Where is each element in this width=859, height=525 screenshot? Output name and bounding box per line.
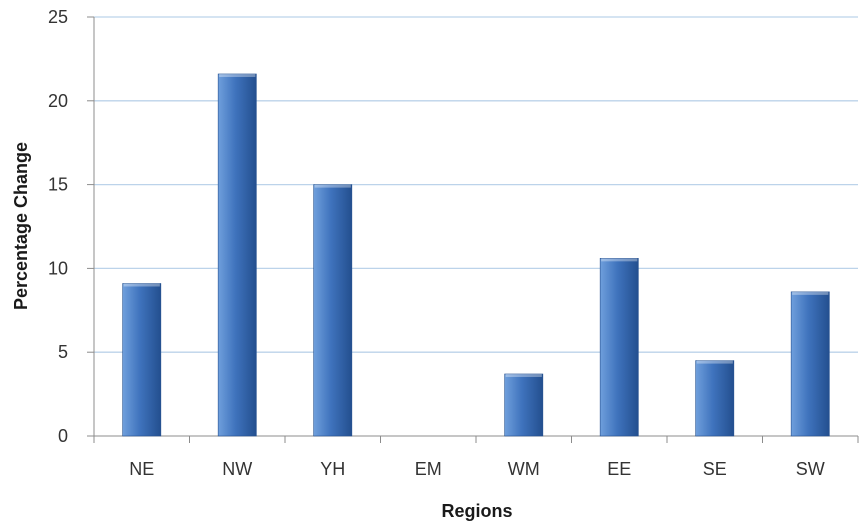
bar-wm bbox=[504, 373, 544, 437]
bar-ee bbox=[599, 258, 639, 437]
bar-highlight bbox=[505, 373, 542, 377]
x-tick-label: SE bbox=[703, 459, 727, 479]
x-tick-labels: NE NW YH EM WM EE SE SW bbox=[129, 459, 825, 479]
y-tick-label: 0 bbox=[58, 426, 68, 446]
y-tick-label: 5 bbox=[58, 342, 68, 362]
bars bbox=[122, 73, 830, 437]
bar-highlight bbox=[792, 291, 829, 295]
x-axis-title: Regions bbox=[441, 501, 512, 521]
x-tick-label: SW bbox=[796, 459, 825, 479]
bar-yh bbox=[313, 184, 353, 437]
y-tick-labels: 0 5 10 15 20 25 bbox=[48, 7, 68, 446]
x-tick-label: EE bbox=[607, 459, 631, 479]
bar-sw bbox=[790, 291, 830, 437]
bar-highlight bbox=[314, 184, 351, 188]
gridlines bbox=[94, 16, 858, 353]
x-tick-label: WM bbox=[508, 459, 540, 479]
bar-nw bbox=[217, 73, 257, 437]
bar-se bbox=[695, 360, 735, 437]
y-tick-label: 15 bbox=[48, 175, 68, 195]
bar-highlight bbox=[123, 283, 160, 287]
x-tick-label: NW bbox=[222, 459, 252, 479]
bar-highlight bbox=[219, 73, 256, 77]
bar-ne bbox=[122, 283, 162, 437]
bar-highlight bbox=[601, 258, 638, 262]
bar-highlight bbox=[696, 360, 733, 364]
x-tick-label: YH bbox=[320, 459, 345, 479]
axes bbox=[87, 16, 859, 443]
y-tick-label: 10 bbox=[48, 258, 68, 278]
x-tick-label: NE bbox=[129, 459, 154, 479]
y-axis-title: Percentage Change bbox=[11, 142, 31, 310]
y-tick-label: 20 bbox=[48, 91, 68, 111]
y-tick-label: 25 bbox=[48, 7, 68, 27]
x-tick-label: EM bbox=[415, 459, 442, 479]
